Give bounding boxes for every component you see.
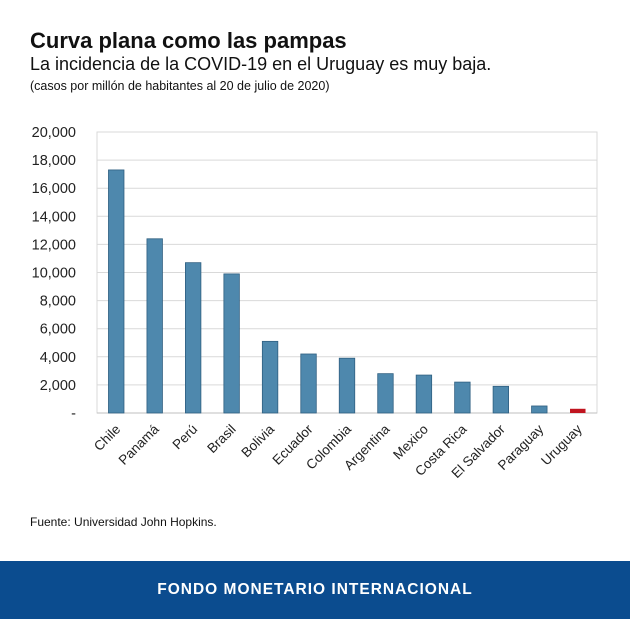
y-tick-label: 6,000 [40, 322, 76, 338]
y-tick-label: 18,000 [32, 153, 76, 169]
chart-units-note: (casos por millón de habitantes al 20 de… [30, 79, 330, 93]
source-note: Fuente: Universidad John Hopkins. [30, 515, 217, 529]
chart-subtitle: La incidencia de la COVID-19 en el Urugu… [30, 54, 492, 74]
org-name: FONDO MONETARIO INTERNACIONAL [157, 581, 473, 598]
bar-chile [108, 169, 125, 414]
bar-panamá [146, 238, 163, 414]
y-tick-label: 10,000 [32, 266, 76, 282]
bar-perú [185, 262, 202, 414]
x-tick-label: Panamá [116, 421, 163, 468]
bar-el-salvador [492, 385, 509, 414]
bar-chart: - 2,000 4,000 6,000 8,000 10,000 12,000 14,000 1… [32, 125, 598, 481]
bar-ecuador [300, 353, 317, 414]
y-tick-label: 4,000 [40, 350, 76, 366]
y-tick-label: 20,000 [32, 125, 76, 141]
bar-argentina [377, 373, 394, 414]
bar-colombia [338, 357, 356, 414]
x-tick-label: Chile [91, 422, 123, 454]
bar-paraguay [531, 405, 548, 414]
y-tick-label: 16,000 [32, 181, 76, 197]
bar-brasil [223, 273, 240, 414]
y-tick-label: 14,000 [32, 209, 76, 225]
bar-mexico [415, 374, 433, 414]
bar-bolivia [261, 340, 279, 414]
y-tick-label: 12,000 [32, 237, 76, 253]
x-tick-label: Uruguay [538, 421, 585, 468]
footer-banner: FONDO MONETARIO INTERNACIONAL [0, 561, 630, 619]
y-tick-label: 8,000 [40, 294, 76, 310]
y-tick-label: - [71, 406, 76, 422]
x-tick-label: Brasil [204, 422, 238, 456]
x-tick-label: Perú [169, 422, 200, 453]
chart-title: Curva plana como las pampas [30, 28, 347, 53]
bar-uruguay [570, 408, 586, 413]
y-tick-label: 2,000 [40, 378, 76, 394]
bar-costa-rica [454, 381, 471, 414]
